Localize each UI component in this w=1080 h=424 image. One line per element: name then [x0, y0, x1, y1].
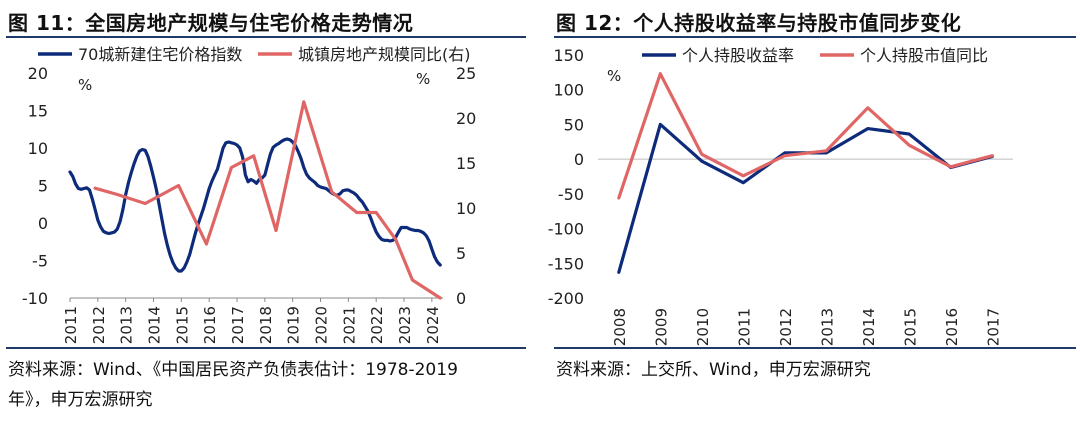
- y-right-tick-label: 15: [456, 154, 476, 173]
- figure-12-chart: -200 -150 -100 -50 0 50 100 150% 2008 2009 2010 201…: [548, 46, 1013, 346]
- figure-11-source-line-1: 资料来源：Wind、《中国居民资产负债表估计：1978-2019: [8, 360, 458, 380]
- y-tick-label: 0: [574, 150, 584, 169]
- x-tick-label: 2019: [285, 306, 303, 344]
- legend-label: 70城新建住宅价格指数: [78, 45, 242, 64]
- y-tick-label: -50: [558, 185, 584, 204]
- x-tick-label: 2017: [229, 306, 247, 344]
- figure-12-title-rule: [554, 36, 1076, 38]
- series-line-real-estate-scale: [93, 100, 442, 300]
- x-tick-label: 2010: [694, 308, 712, 346]
- y-left-tick-label: 0: [38, 214, 48, 233]
- x-tick-label: 2014: [860, 308, 878, 346]
- series-line-market-value-yoy: [617, 72, 994, 200]
- y-right-unit-label: %: [416, 70, 430, 88]
- figure-12-source: 资料来源：上交所、Wind，申万宏源研究: [556, 360, 871, 380]
- x-tick-label: 2022: [368, 306, 386, 344]
- figure-11-source-line-2: 年》，申万宏源研究: [8, 390, 153, 410]
- x-tick-label: 2012: [777, 308, 795, 346]
- x-tick-label: 2020: [313, 306, 331, 344]
- x-tick-label: 2011: [735, 308, 753, 346]
- x-tick-label: 2016: [943, 308, 961, 346]
- x-tick-label: 2012: [90, 306, 108, 344]
- y-tick-label: -100: [548, 220, 584, 239]
- x-tick-label: 2017: [984, 308, 1002, 346]
- figure-12-panel: 图 12：个人持股收益率与持股市值同步变化 -200 -150 -100 -50 0 50…: [548, 0, 1080, 424]
- x-tick-label: 2016: [201, 306, 219, 344]
- y-tick-label: -200: [548, 289, 584, 308]
- y-left-unit-label: %: [78, 76, 92, 94]
- x-tick-label: 2011: [62, 306, 80, 344]
- x-tick-label: 2013: [118, 306, 136, 344]
- y-left-tick-label: 20: [28, 64, 48, 83]
- y-tick-label: 100: [553, 81, 584, 100]
- y-right-tick-label: 25: [456, 64, 476, 83]
- x-tick-label: 2015: [173, 306, 191, 344]
- series-line-stock-return: [617, 122, 994, 274]
- y-left-tick-label: 15: [28, 102, 48, 121]
- legend-label: 个人持股市值同比: [860, 46, 988, 65]
- series-line-price-index: [68, 137, 442, 273]
- x-tick-label: 2009: [652, 308, 670, 346]
- figure-11-panel: 图 11：全国房地产规模与住宅价格走势情况 -10 -5 0 5 10 15 20 0 5 10 1…: [0, 0, 530, 424]
- x-tick-label: 2013: [818, 308, 836, 346]
- figure-12-title: 图 12：个人持股收益率与持股市值同步变化: [556, 11, 962, 35]
- figure-11-title: 图 11：全国房地产规模与住宅价格走势情况: [8, 11, 414, 35]
- y-tick-label: -150: [548, 254, 584, 273]
- figure-11-source-rule: [6, 347, 526, 349]
- y-left-tick-label: 10: [28, 139, 48, 158]
- x-tick-label: 2018: [257, 306, 275, 344]
- y-left-tick-label: 5: [38, 177, 48, 196]
- x-tick-label: 2023: [396, 306, 414, 344]
- y-left-tick-label: -10: [22, 289, 48, 308]
- figure-11-title-rule: [6, 36, 526, 38]
- y-tick-label: 50: [564, 115, 584, 134]
- y-right-tick-label: 10: [456, 199, 476, 218]
- x-tick-label: 2015: [901, 308, 919, 346]
- y-unit-label: %: [607, 67, 621, 85]
- y-right-tick-label: 20: [456, 109, 476, 128]
- y-right-tick-label: 5: [456, 244, 466, 263]
- y-right-tick-label: 0: [456, 289, 466, 308]
- figure-12-source-rule: [554, 347, 1076, 349]
- y-left-tick-label: -5: [32, 252, 48, 271]
- y-tick-label: 150: [553, 46, 584, 65]
- x-tick-label: 2021: [340, 306, 358, 344]
- legend-label: 城镇房地产规模同比(右): [298, 45, 471, 64]
- x-tick-label: 2014: [146, 306, 164, 344]
- x-tick-label: 2008: [611, 308, 629, 346]
- figure-11-chart: -10 -5 0 5 10 15 20 0 5 10 15 20 25% % 2011 2012 2013 201…: [22, 45, 477, 344]
- legend-label: 个人持股收益率: [682, 46, 794, 65]
- x-tick-label: 2024: [424, 306, 442, 344]
